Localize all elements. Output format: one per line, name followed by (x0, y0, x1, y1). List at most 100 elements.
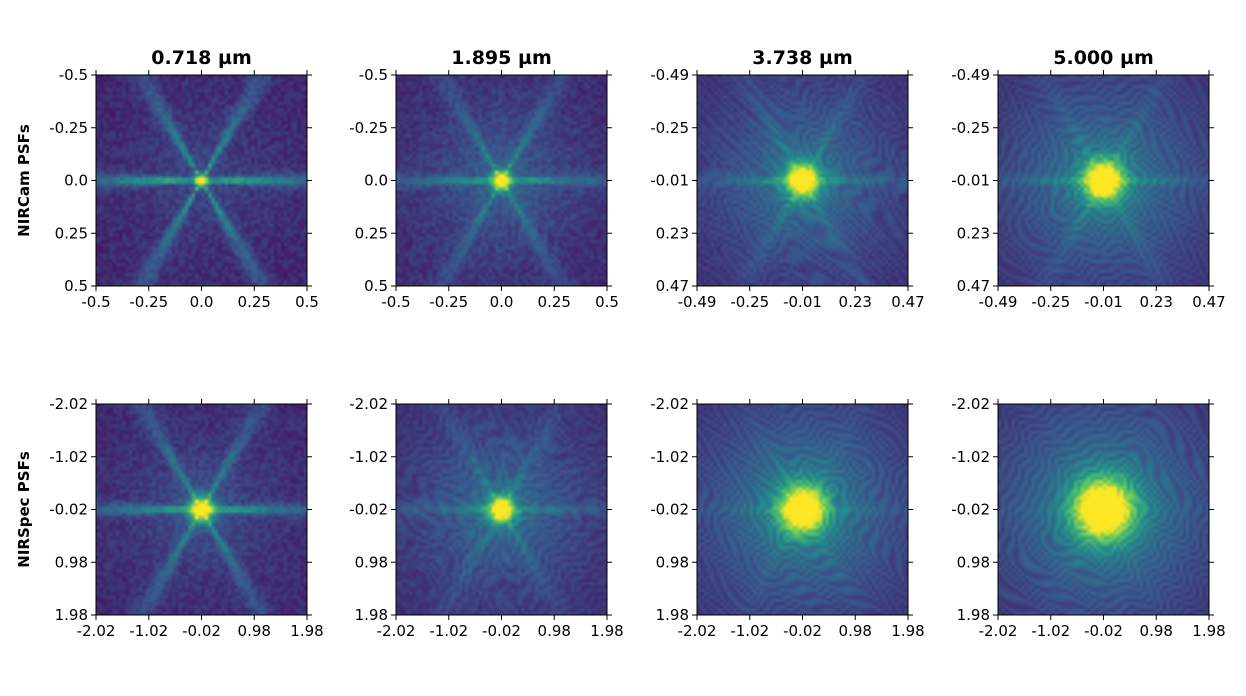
psf-heatmap-image (96, 404, 307, 615)
x-tick-label: 0.5 (295, 293, 319, 311)
x-tick-label: -0.01 (783, 293, 822, 311)
x-tick-label: -0.5 (381, 293, 410, 311)
psf-panel: -2.02 -1.02 -0.02 0.98 1.98 -2.02 -1.02 -0.02 0.… (49, 395, 324, 640)
x-tick-label: -2.02 (377, 622, 416, 640)
x-tick-label: 0.25 (238, 293, 271, 311)
y-tick-label: 1.98 (656, 606, 689, 624)
column-title: 3.738 µm (752, 47, 853, 69)
x-tick-label: -0.02 (482, 622, 521, 640)
x-tick-label: 1.98 (1192, 622, 1225, 640)
y-tick-label: -0.02 (650, 501, 689, 519)
x-tick-label: -2.02 (979, 622, 1018, 640)
y-tick-label: -0.25 (349, 119, 388, 137)
y-tick-label: -1.02 (951, 448, 990, 466)
y-tick-label: 0.0 (364, 172, 388, 190)
y-tick-label: -2.02 (951, 395, 990, 413)
y-tick-label: 0.98 (656, 553, 689, 571)
y-tick-label: -0.5 (59, 66, 88, 84)
x-tick-label: 0.98 (238, 622, 271, 640)
psf-panel: -0.49 -0.25 -0.01 0.23 0.47-0.49-0.25-0.010.… (951, 66, 1226, 311)
y-tick-label: -0.5 (359, 66, 388, 84)
y-tick-label: -0.25 (951, 119, 990, 137)
psf-panel: -0.5 -0.25 0.0 0.25 0.5-0.5-0.250.00.250.5 (349, 66, 619, 311)
psf-heatmap-image (96, 75, 307, 286)
psf-heatmap-image (396, 75, 607, 286)
row-label: NIRSpec PSFs (15, 451, 33, 568)
y-tick-label: -2.02 (650, 395, 689, 413)
x-tick-label: 0.23 (839, 293, 872, 311)
x-tick-label: 1.98 (290, 622, 323, 640)
psf-heatmap-image (396, 404, 607, 615)
y-tick-label: 0.5 (364, 277, 388, 295)
psf-panel: -2.02 -1.02 -0.02 0.98 1.98-2.02-1.02-0.020.… (650, 395, 925, 640)
x-tick-label: 0.98 (538, 622, 571, 640)
y-tick-label: 0.25 (55, 224, 88, 242)
psf-panel: -2.02 -1.02 -0.02 0.98 1.98-2.02-1.02-0.020.… (349, 395, 624, 640)
psf-heatmap-image (697, 404, 908, 615)
y-tick-label: -2.02 (49, 395, 88, 413)
x-tick-label: -1.02 (129, 622, 168, 640)
x-tick-label: -0.49 (678, 293, 717, 311)
y-tick-label: -0.01 (951, 172, 990, 190)
psf-heatmap-image (998, 404, 1209, 615)
x-tick-label: 0.25 (538, 293, 571, 311)
x-tick-label: 0.47 (1192, 293, 1225, 311)
y-tick-label: 0.47 (957, 277, 990, 295)
x-tick-label: -1.02 (429, 622, 468, 640)
y-tick-label: -1.02 (349, 448, 388, 466)
psf-panel: -0.49 -0.25 -0.01 0.23 0.47-0.49-0.25-0.010.… (650, 66, 925, 311)
x-tick-label: -0.01 (1084, 293, 1123, 311)
y-tick-label: -0.02 (49, 501, 88, 519)
y-tick-label: 0.25 (355, 224, 388, 242)
x-tick-label: -0.25 (1031, 293, 1070, 311)
y-tick-label: 0.5 (64, 277, 88, 295)
y-tick-label: -1.02 (650, 448, 689, 466)
psf-heatmap-image (697, 75, 908, 286)
y-tick-label: -0.49 (951, 66, 990, 84)
x-tick-label: 1.98 (590, 622, 623, 640)
x-tick-label: -0.02 (1084, 622, 1123, 640)
y-tick-label: -0.01 (650, 172, 689, 190)
x-tick-label: -0.02 (783, 622, 822, 640)
x-tick-label: 0.0 (490, 293, 514, 311)
y-tick-label: 0.23 (957, 224, 990, 242)
psf-heatmap-image (998, 75, 1209, 286)
column-title: 5.000 µm (1053, 47, 1154, 69)
x-tick-label: -1.02 (1031, 622, 1070, 640)
y-tick-label: -0.25 (49, 119, 88, 137)
y-tick-label: 0.23 (656, 224, 689, 242)
y-tick-label: 1.98 (957, 606, 990, 624)
y-tick-label: 0.98 (957, 553, 990, 571)
y-tick-label: -1.02 (49, 448, 88, 466)
x-tick-label: 1.98 (891, 622, 924, 640)
y-tick-label: -0.25 (650, 119, 689, 137)
x-tick-label: 0.5 (595, 293, 619, 311)
y-tick-label: -0.02 (349, 501, 388, 519)
x-tick-label: -0.02 (182, 622, 221, 640)
row-label: NIRCam PSFs (15, 124, 33, 237)
x-tick-label: 0.98 (1140, 622, 1173, 640)
x-tick-label: -0.5 (81, 293, 110, 311)
psf-panel: -2.02 -1.02 -0.02 0.98 1.98-2.02-1.02-0.020.… (951, 395, 1226, 640)
column-title: 0.718 µm (151, 47, 252, 69)
psf-panel: -0.5 -0.25 0.0 0.25 0.5-0.5-0.250.00.250.5 (49, 66, 319, 311)
y-tick-label: -0.49 (650, 66, 689, 84)
x-tick-label: -2.02 (77, 622, 116, 640)
x-tick-label: 0.98 (839, 622, 872, 640)
x-tick-label: -1.02 (730, 622, 769, 640)
x-tick-label: -2.02 (678, 622, 717, 640)
column-title: 1.895 µm (451, 47, 552, 69)
x-tick-label: 0.23 (1140, 293, 1173, 311)
x-tick-label: -0.49 (979, 293, 1018, 311)
y-tick-label: 0.47 (656, 277, 689, 295)
x-tick-label: 0.47 (891, 293, 924, 311)
y-tick-label: -2.02 (349, 395, 388, 413)
y-tick-label: -0.02 (951, 501, 990, 519)
y-tick-label: 0.98 (355, 553, 388, 571)
y-tick-label: 0.98 (55, 553, 88, 571)
y-tick-label: 1.98 (355, 606, 388, 624)
x-tick-label: -0.25 (129, 293, 168, 311)
x-tick-label: -0.25 (730, 293, 769, 311)
y-tick-label: 0.0 (64, 172, 88, 190)
